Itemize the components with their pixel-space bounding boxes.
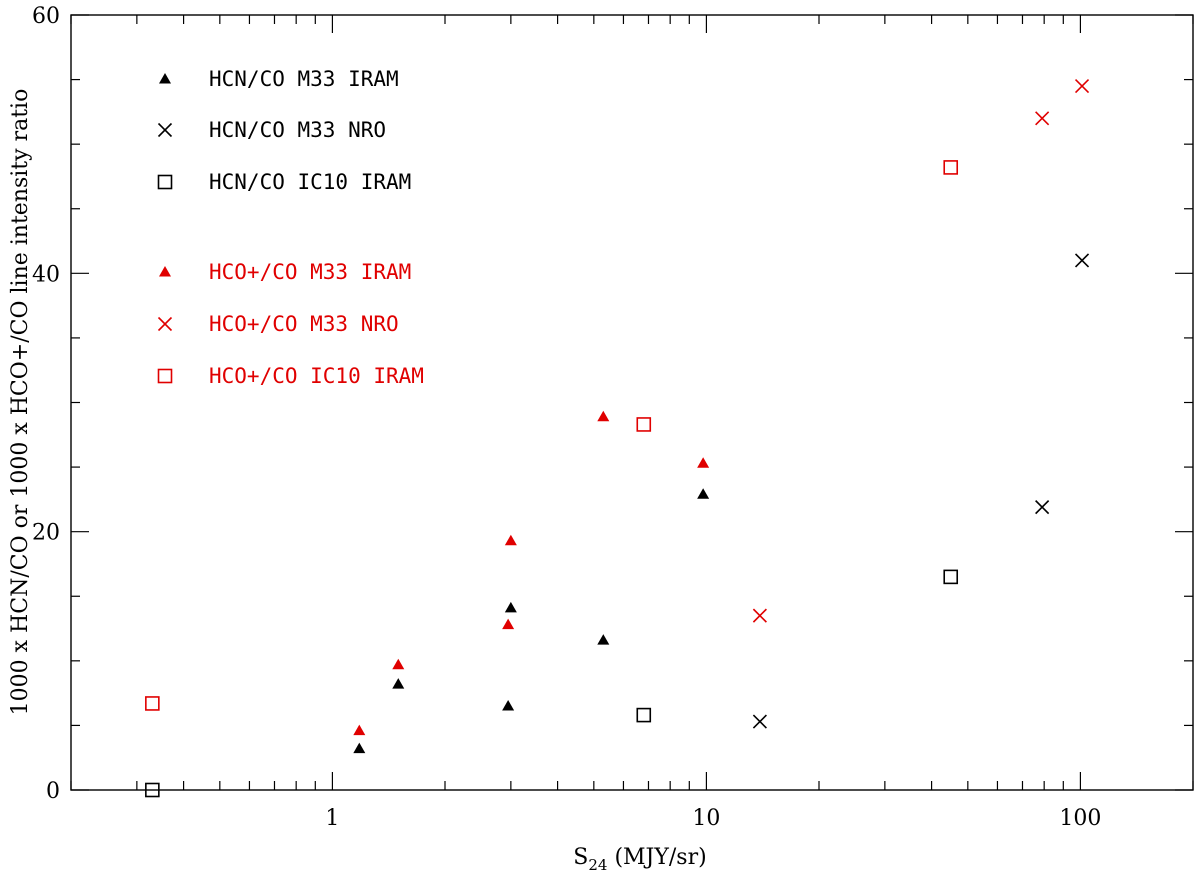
data-point (1035, 111, 1050, 126)
legend-label: HCO+/CO M33 IRAM (209, 260, 411, 284)
data-point (1074, 78, 1090, 94)
y-axis-label: 1000 x HCN/CO or 1000 x HCO+/CO line int… (8, 89, 33, 716)
y-tick-label: 60 (32, 4, 60, 29)
x-axis-label-subscript: 24 (588, 856, 607, 874)
x-axis-label-main: S (573, 845, 588, 870)
data-point (1074, 253, 1090, 268)
legend-label: HCN/CO IC10 IRAM (209, 170, 411, 194)
data-point (697, 457, 710, 468)
y-tick-label: 40 (32, 262, 60, 287)
data-point (504, 534, 517, 546)
data-point (502, 618, 515, 630)
data-point (752, 608, 767, 623)
legend-marker (157, 368, 173, 384)
data-point (636, 707, 652, 723)
data-point (597, 634, 610, 645)
legend-label: HCN/CO M33 NRO (209, 118, 386, 142)
legend-label: HCO+/CO IC10 IRAM (209, 364, 424, 388)
data-point (1035, 500, 1050, 515)
legend-marker (159, 266, 171, 277)
x-tick-label: 10 (692, 806, 720, 831)
data-point (392, 658, 405, 670)
x-axis-label: S24 (MJY/sr) (573, 845, 706, 874)
data-point (392, 678, 405, 689)
legend-marker (157, 174, 173, 190)
axis-tick-labels: 1 10 100 0 20 40 60 (32, 4, 1101, 831)
data-point (597, 410, 610, 422)
data-points (145, 78, 1090, 798)
legend-marker (157, 122, 173, 138)
data-point (752, 714, 767, 729)
data-point (353, 724, 366, 736)
legend-label: HCN/CO M33 IRAM (209, 67, 399, 91)
data-point (943, 569, 959, 585)
x-axis-label-unit: (MJY/sr) (607, 845, 706, 870)
data-point (504, 601, 517, 613)
data-point (636, 417, 652, 432)
y-tick-label: 20 (32, 521, 60, 546)
legend-marker (157, 316, 173, 332)
y-tick-label: 0 (46, 779, 60, 804)
axis-ticks (70, 14, 1194, 791)
legend: HCN/CO M33 IRAM HCN/CO M33 NRO HCN/CO IC10… (157, 67, 424, 388)
data-point (697, 488, 710, 499)
data-point (502, 700, 515, 711)
legend-marker (159, 73, 171, 84)
data-point (145, 696, 160, 711)
x-tick-label: 1 (325, 806, 339, 831)
data-point (943, 160, 959, 175)
x-tick-label: 100 (1059, 806, 1101, 831)
legend-label: HCO+/CO M33 NRO (209, 312, 399, 336)
data-point (145, 782, 160, 798)
data-point (353, 742, 366, 754)
